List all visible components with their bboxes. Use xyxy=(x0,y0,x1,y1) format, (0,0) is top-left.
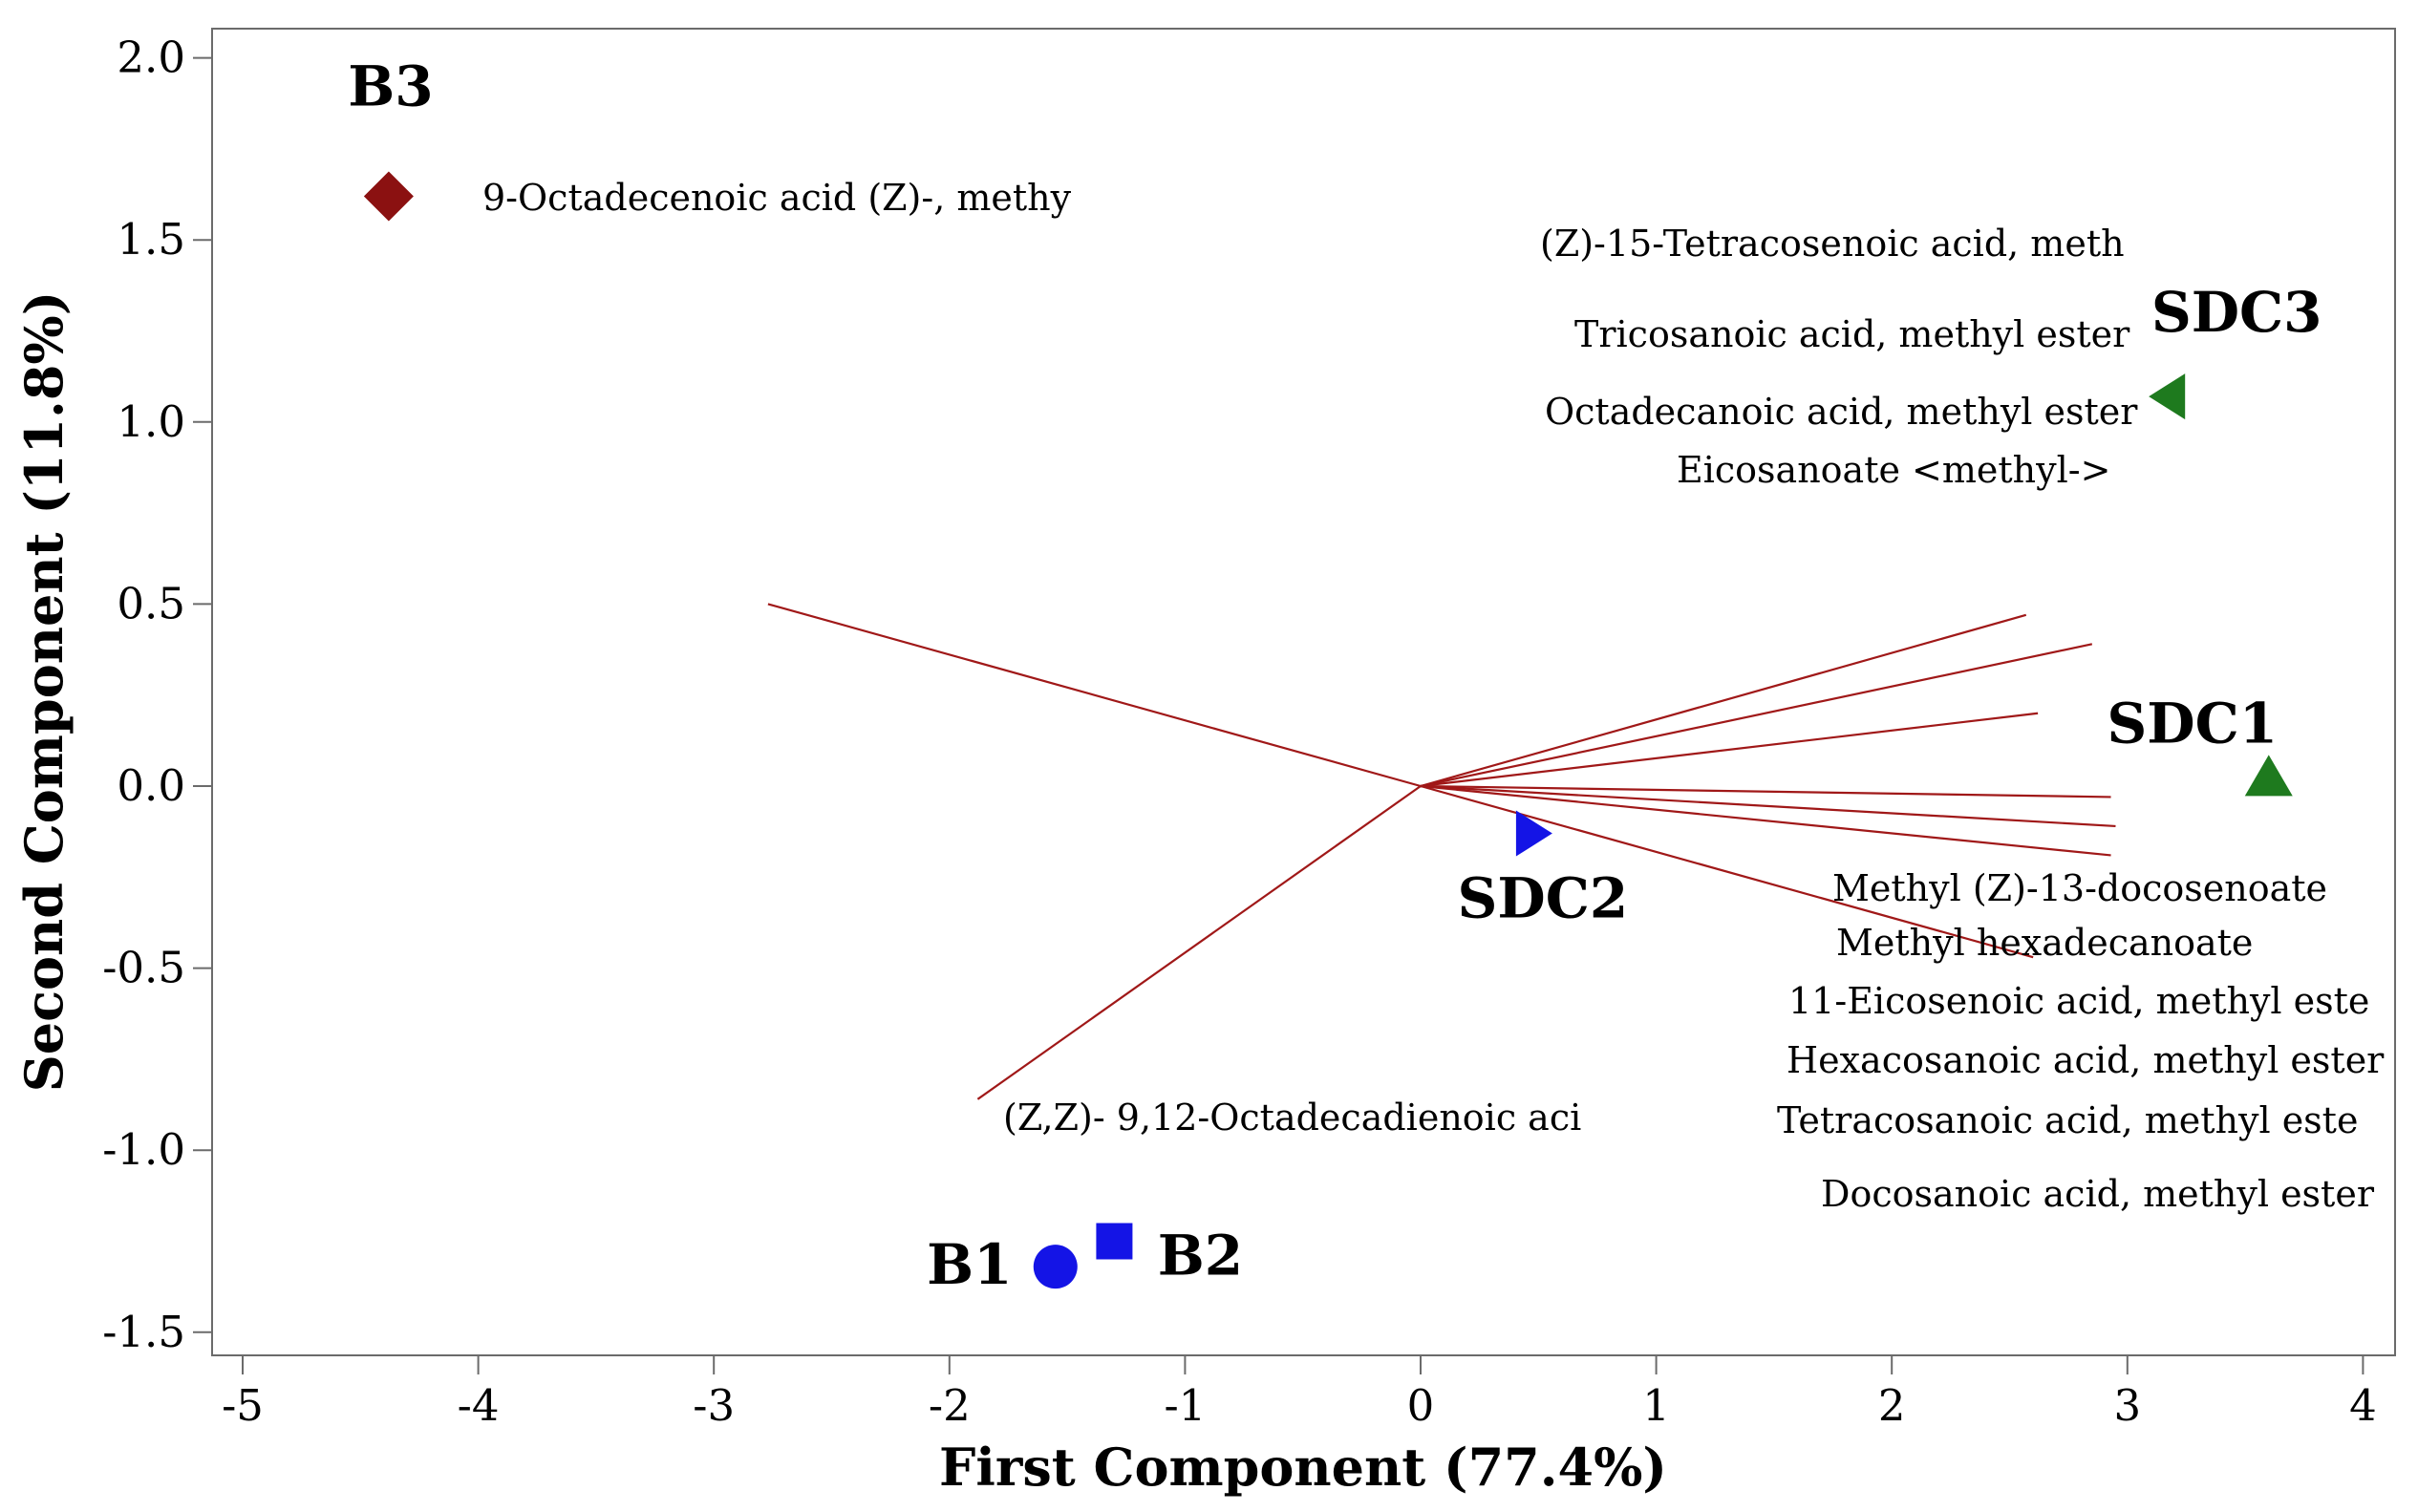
loading-vector xyxy=(1420,784,2034,959)
var-label-13-docosenoate: Methyl (Z)-13-docosenoate xyxy=(1832,867,2327,909)
loading-vector xyxy=(1420,784,2111,799)
plot-frame xyxy=(211,28,2396,1356)
y-tick-label: 0.0 xyxy=(117,760,185,811)
y-tick-label: -1.5 xyxy=(102,1307,185,1357)
y-axis-title: Second Component (11.8%) xyxy=(13,291,75,1093)
axes: -5 -4 -3 -2 -1 0 1 2 3 4 -1.5 -1.0 -0.5 0.0 0.5 1.0 1.5 2… xyxy=(102,32,2377,1431)
point-label-b3: B3 xyxy=(348,53,433,118)
loading-vector xyxy=(1420,613,2027,788)
var-label-docosanoic: Docosanoic acid, methyl ester xyxy=(1821,1173,2375,1215)
point-b2 xyxy=(1096,1223,1133,1260)
var-label-eicosanoate: Eicosanoate <methyl-> xyxy=(1677,449,2110,491)
loading-vector xyxy=(1420,712,2039,788)
y-tick-label: 1.5 xyxy=(117,214,185,265)
point-b1 xyxy=(1033,1245,1078,1289)
x-tick-label: -4 xyxy=(458,1380,500,1431)
y-tick-label: 1.0 xyxy=(117,396,185,447)
y-tick-label: -1.0 xyxy=(102,1124,185,1175)
point-sdc2 xyxy=(1515,810,1552,857)
x-tick-label: -1 xyxy=(1164,1380,1206,1431)
y-tick-label: 0.5 xyxy=(117,578,185,628)
var-label-octadecadienoic: (Z,Z)- 9,12-Octadecadienoic aci xyxy=(1003,1097,1581,1139)
x-tick-label: 3 xyxy=(2113,1380,2141,1431)
var-label-hexadecanoate: Methyl hexadecanoate xyxy=(1836,922,2253,964)
var-label-tricosanoic: Tricosanoic acid, methyl ester xyxy=(1574,313,2130,355)
var-label-11-eicosenoic: 11-Eicosenoic acid, methyl este xyxy=(1788,980,2369,1022)
point-label-sdc3: SDC3 xyxy=(2151,280,2322,345)
x-tick-label: 1 xyxy=(1642,1380,1670,1431)
point-b3 xyxy=(363,171,414,222)
var-label-octadecanoic: Octadecanoic acid, methyl ester xyxy=(1545,391,2138,433)
x-axis-title: First Component (77.4%) xyxy=(939,1437,1667,1498)
point-sdc1 xyxy=(2244,755,2293,797)
variable-labels: 9-Octadecenoic acid (Z)-, methy (Z)-15-T… xyxy=(482,177,2385,1215)
point-label-sdc2: SDC2 xyxy=(1458,866,1629,931)
loading-vector xyxy=(1420,784,2116,828)
loading-vectors xyxy=(767,603,2116,1100)
y-tick-label: 2.0 xyxy=(117,32,185,83)
point-label-sdc1: SDC1 xyxy=(2107,691,2278,756)
point-label-b2: B2 xyxy=(1158,1224,1243,1288)
loading-vector xyxy=(1420,784,2111,857)
var-label-hexacosanoic: Hexacosanoic acid, methyl ester xyxy=(1787,1039,2385,1081)
x-tick-label: 2 xyxy=(1878,1380,1906,1431)
x-tick-label: -2 xyxy=(929,1380,971,1431)
x-tick-label: 4 xyxy=(2349,1380,2377,1431)
x-tick-label: -5 xyxy=(222,1380,264,1431)
x-tick-label: 0 xyxy=(1407,1380,1435,1431)
var-label-9-octadecenoic: 9-Octadecenoic acid (Z)-, methy xyxy=(482,177,1072,219)
var-label-tetracosanoic: Tetracosanoic acid, methyl este xyxy=(1777,1099,2358,1141)
point-sdc3 xyxy=(2149,373,2186,420)
var-label-15-tetracosenoic: (Z)-15-Tetracosenoic acid, meth xyxy=(1540,223,2125,265)
point-label-b1: B1 xyxy=(927,1232,1012,1297)
loading-vector xyxy=(767,603,1422,788)
loading-vector xyxy=(1420,643,2093,788)
score-points: B1 B2 B3 SDC1 SDC2 SDC3 xyxy=(348,53,2322,1297)
x-tick-label: -3 xyxy=(693,1380,735,1431)
loading-vector xyxy=(976,785,1422,1100)
y-tick-label: -0.5 xyxy=(102,943,185,993)
